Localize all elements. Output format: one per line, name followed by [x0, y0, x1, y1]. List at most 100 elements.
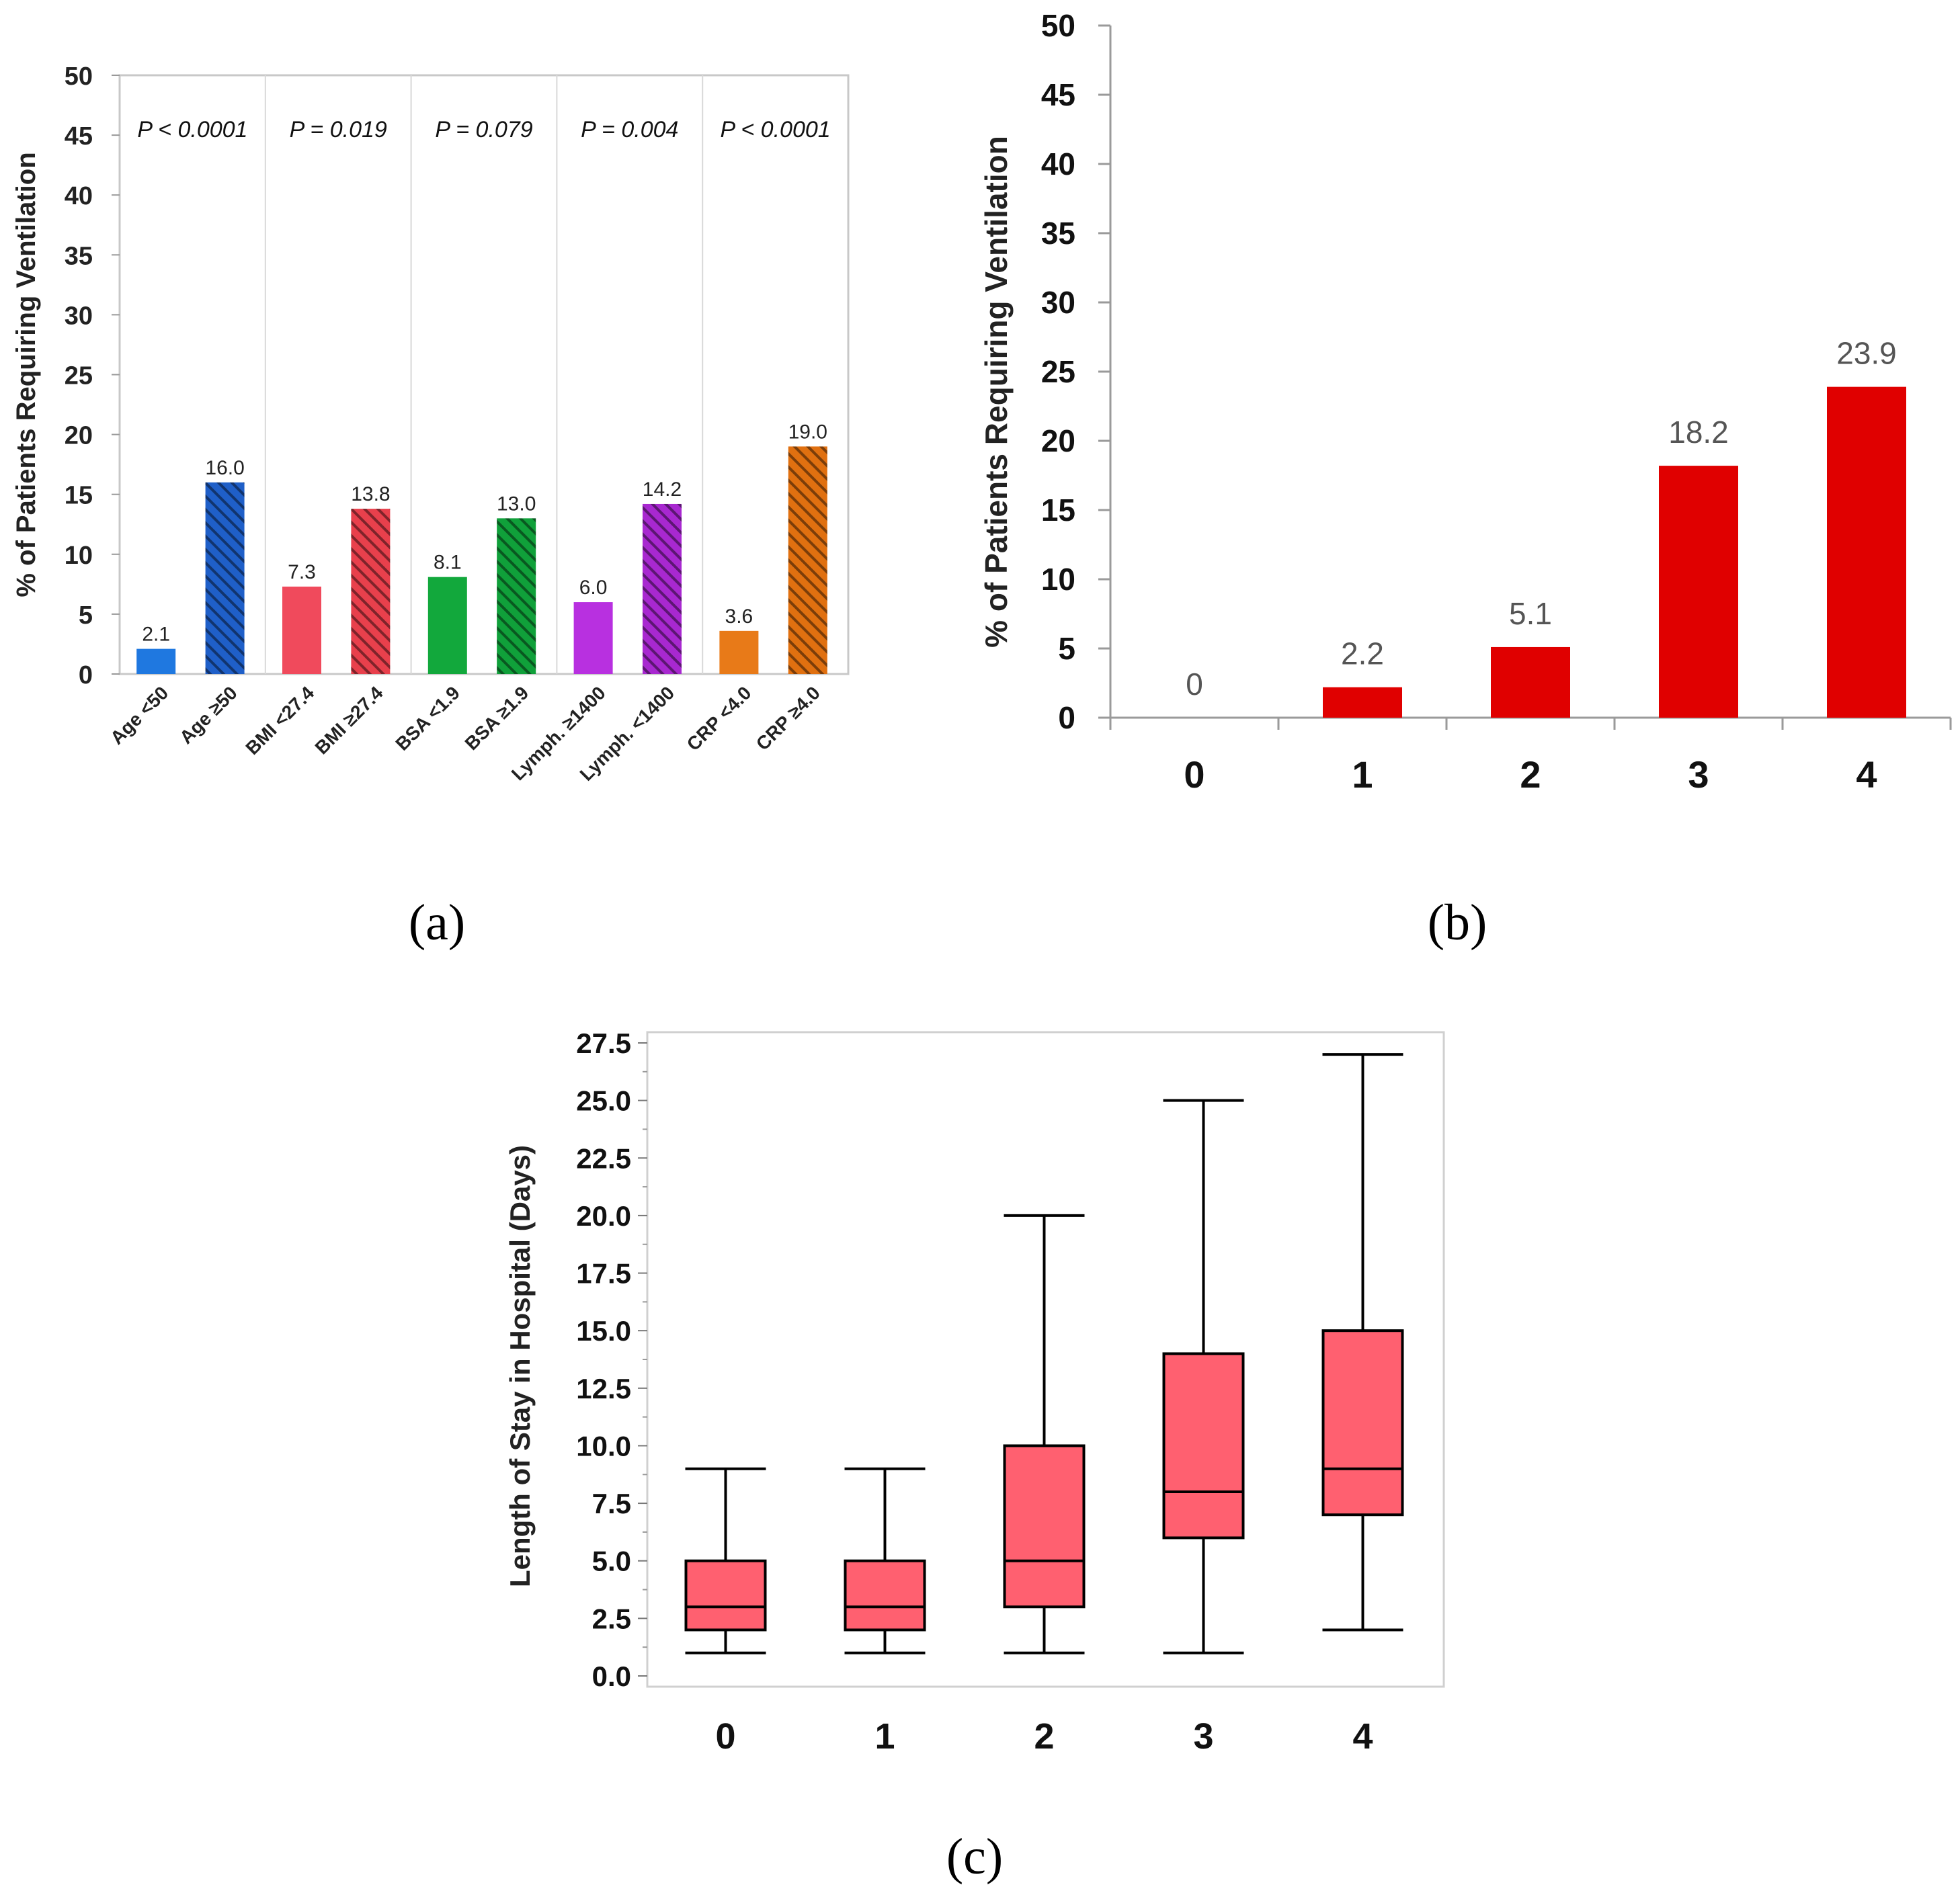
y-tick-label-a: 30 — [65, 302, 93, 330]
bar-a — [205, 482, 245, 674]
bar-value-label-b: 2.2 — [1341, 636, 1384, 671]
y-tick-label-c: 15.0 — [576, 1315, 631, 1347]
x-tick-label-b: 2 — [1520, 753, 1541, 796]
x-tick-label-c: 4 — [1352, 1716, 1373, 1757]
chart-a: 0 5 10 15 20 25 30 35 40 45 50 % of Patients Requir… — [11, 62, 850, 785]
y-axis-label-c: Length of Stay in Hospital (Days) — [504, 1145, 536, 1587]
y-tick-label-b: 15 — [1041, 493, 1075, 528]
x-tick-label-c: 0 — [715, 1716, 735, 1757]
y-tick-label-c: 7.5 — [592, 1488, 631, 1519]
bar-a — [719, 630, 759, 674]
y-axis-label-a: % of Patients Requiring Ventilation — [11, 152, 41, 597]
y-tick-label-b: 10 — [1041, 562, 1075, 597]
bar-value-label-a: 16.0 — [205, 457, 244, 479]
x-tick-label-b: 0 — [1184, 753, 1204, 796]
bar-b — [1491, 646, 1570, 718]
bar-value-label-a: 6.0 — [579, 577, 608, 599]
p-value-label: P = 0.004 — [581, 117, 678, 142]
bar-value-label-b: 18.2 — [1668, 415, 1729, 450]
bar-value-label-a: 7.3 — [288, 561, 316, 583]
bar-value-label-a: 13.0 — [497, 493, 536, 515]
y-tick-label-c: 17.5 — [576, 1258, 631, 1290]
y-axis-label-b: % of Patients Requiring Ventilation — [979, 136, 1014, 648]
x-tick-label-b: 4 — [1856, 753, 1877, 796]
y-tick-label-a: 50 — [65, 62, 93, 91]
bar-a — [573, 602, 613, 674]
y-tick-label-c: 2.5 — [592, 1603, 631, 1634]
iqr-box — [844, 1559, 926, 1632]
y-tick-label-c: 20.0 — [576, 1200, 631, 1232]
caption-a: (a) — [408, 894, 466, 951]
y-tick-label-c: 10.0 — [576, 1430, 631, 1462]
x-tick-label-a: CRP ≥4.0 — [752, 682, 824, 754]
bar-a — [788, 446, 827, 674]
y-tick-label-c: 12.5 — [576, 1373, 631, 1404]
x-tick-label-c: 2 — [1034, 1716, 1054, 1757]
chart-c: 0.0 2.5 5.0 7.5 10.0 12.5 15.0 17.5 20.0 22.5 25.0… — [504, 1027, 1445, 1757]
box-plot — [844, 1467, 926, 1654]
y-tick-label-b: 20 — [1041, 423, 1075, 458]
p-value-label: P = 0.019 — [290, 117, 387, 142]
y-tick-label-c: 0.0 — [592, 1660, 631, 1692]
y-tick-label-a: 0 — [79, 661, 93, 689]
box-plot — [684, 1467, 767, 1654]
bar-a — [643, 503, 682, 674]
y-tick-label-c: 27.5 — [576, 1027, 631, 1059]
y-tick-label-a: 15 — [65, 482, 93, 510]
iqr-box — [1162, 1352, 1245, 1540]
bar-value-label-b: 0 — [1186, 667, 1203, 702]
caption-c: (c) — [946, 1828, 1004, 1885]
y-tick-label-b: 25 — [1041, 354, 1075, 389]
bar-value-label-a: 8.1 — [434, 552, 462, 574]
bar-b — [1323, 687, 1402, 718]
p-value-label: P = 0.079 — [435, 117, 532, 142]
p-value-label: P < 0.0001 — [137, 117, 247, 142]
bar-a — [136, 648, 176, 674]
bar-a — [282, 586, 321, 674]
iqr-box — [1003, 1444, 1086, 1609]
p-value-label: P < 0.0001 — [721, 117, 831, 142]
bar-value-label-a: 3.6 — [725, 605, 753, 628]
bar-value-label-a: 13.8 — [351, 483, 390, 505]
y-tick-label-a: 35 — [65, 242, 93, 270]
y-tick-label-b: 40 — [1041, 146, 1075, 181]
x-tick-label-a: BMI ≥27.4 — [311, 682, 387, 758]
iqr-box — [1321, 1329, 1404, 1517]
box-plot — [1003, 1214, 1086, 1654]
x-tick-label-a: CRP <4.0 — [683, 682, 756, 755]
y-tick-label-b: 5 — [1058, 631, 1075, 666]
x-tick-label-a: BSA <1.9 — [391, 682, 464, 755]
bar-value-label-a: 14.2 — [643, 478, 682, 501]
y-tick-label-b: 50 — [1041, 8, 1075, 43]
box-plot — [1162, 1099, 1245, 1654]
iqr-box — [684, 1559, 767, 1632]
x-tick-label-c: 3 — [1193, 1716, 1213, 1757]
bar-a — [497, 518, 536, 674]
x-tick-label-a: Age ≥50 — [175, 682, 241, 748]
bar-value-label-a: 2.1 — [142, 624, 170, 646]
y-tick-label-c: 5.0 — [592, 1546, 631, 1577]
bar-value-label-a: 19.0 — [788, 421, 827, 443]
y-tick-label-c: 22.5 — [576, 1142, 631, 1174]
y-tick-label-b: 35 — [1041, 216, 1075, 251]
y-tick-label-b: 0 — [1058, 700, 1075, 735]
y-tick-label-a: 5 — [79, 601, 93, 630]
y-tick-label-b: 30 — [1041, 285, 1075, 320]
bar-b — [1827, 386, 1906, 718]
y-tick-label-c: 25.0 — [576, 1085, 631, 1117]
caption-b: (b) — [1427, 894, 1487, 951]
y-tick-label-a: 10 — [65, 542, 93, 570]
x-tick-label-a: BMI <27.4 — [241, 682, 318, 759]
x-tick-label-a: Age <50 — [106, 682, 172, 748]
bar-a — [427, 577, 467, 674]
x-tick-label-b: 1 — [1352, 753, 1373, 796]
x-tick-label-c: 1 — [874, 1716, 895, 1757]
y-tick-label-a: 45 — [65, 122, 93, 151]
bar-b — [1659, 466, 1738, 718]
y-tick-label-a: 25 — [65, 362, 93, 390]
y-tick-label-a: 20 — [65, 422, 93, 450]
bar-value-label-b: 23.9 — [1836, 336, 1897, 371]
x-tick-label-b: 3 — [1688, 753, 1709, 796]
bar-value-label-b: 5.1 — [1509, 596, 1552, 631]
